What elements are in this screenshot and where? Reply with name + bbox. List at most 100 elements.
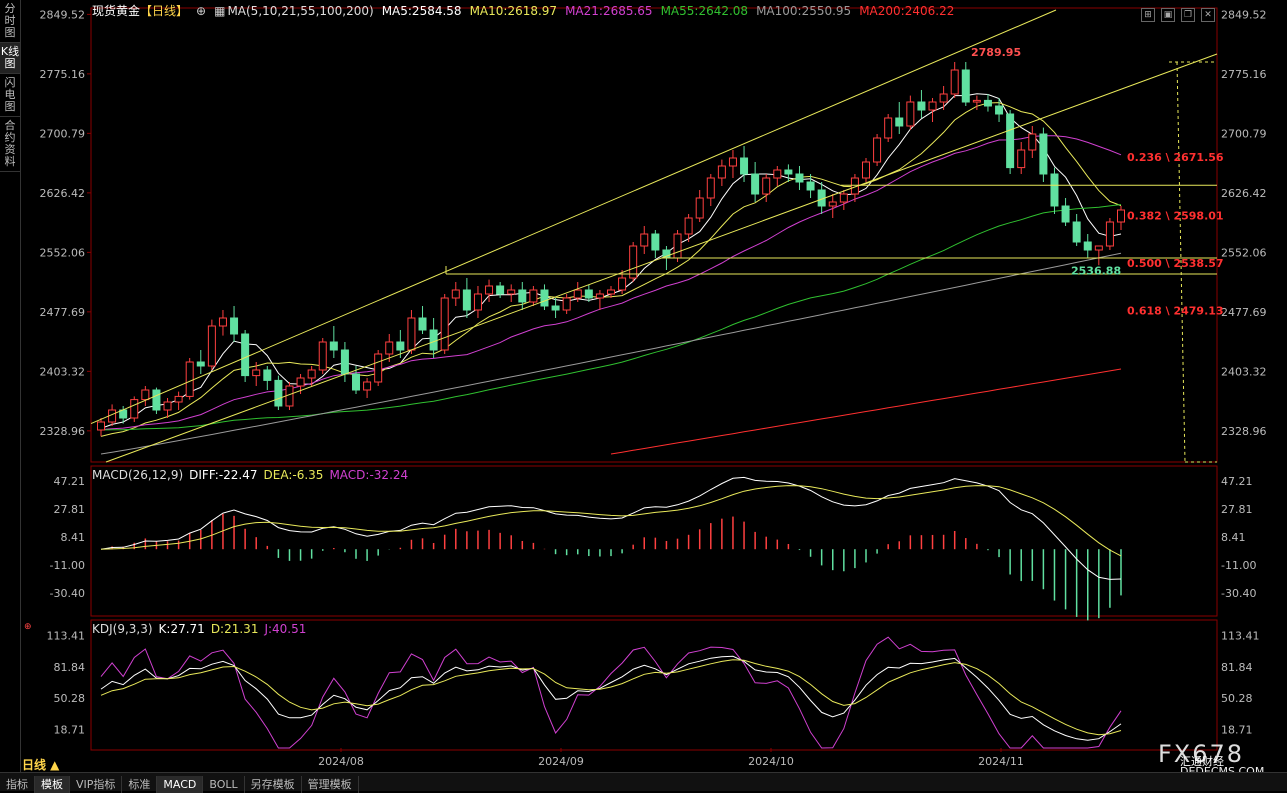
restore-icon[interactable]: ❐	[1181, 8, 1195, 22]
ma21-line	[100, 135, 1122, 431]
kdj-tick-left-1: 81.84	[54, 661, 86, 674]
candle-body-59	[751, 173, 760, 195]
window-buttons: ⊞ ▣ ❐ ✕	[1135, 2, 1215, 22]
candle-body-62	[784, 169, 793, 175]
candle-body-83	[1017, 149, 1026, 169]
candle-body-92	[1117, 209, 1125, 223]
price-tick-label-left-5: 2477.69	[40, 306, 86, 319]
price-tick-label-left-7: 2328.96	[40, 425, 86, 438]
candle-body-69	[862, 161, 870, 179]
macd-diff: DIFF:-22.47	[189, 468, 258, 482]
settings-icon[interactable]: ⊕	[196, 4, 207, 18]
candle-body-82	[1006, 113, 1015, 169]
x-label-2: 2024/10	[748, 755, 794, 768]
kdj-d-line	[100, 659, 1122, 736]
fib-label-2: 0.500 \ 2538.57	[1127, 257, 1224, 270]
candle-body-46	[607, 289, 615, 295]
bottom-tab-5[interactable]: BOLL	[203, 776, 245, 793]
kdj-settings-icon[interactable]: ⊕	[24, 622, 32, 632]
bottom-tab-3[interactable]: 标准	[122, 776, 158, 793]
main-chart[interactable]: 2849.52 2849.52 2775.16 2775.16 2700.79 2700.…	[21, 0, 1287, 772]
candle-body-49	[640, 233, 649, 247]
macd-tick-left-1: 27.81	[54, 503, 86, 516]
candle-body-14	[252, 369, 261, 377]
sidebar-tab-3[interactable]: 合约资料	[0, 117, 20, 172]
candle-body-9	[196, 361, 205, 367]
candle-body-28	[407, 317, 416, 351]
candle-body-45	[595, 293, 604, 299]
price-tick-label-left-6: 2403.32	[40, 365, 86, 378]
bottom-tab-1[interactable]: 模板	[35, 776, 70, 793]
period-selector[interactable]: 日线 ▲	[22, 758, 60, 772]
bottom-tab-4[interactable]: MACD	[157, 776, 204, 793]
candle-body-84	[1028, 133, 1037, 151]
kdj-j-line	[100, 636, 1122, 749]
macd-tick-left-3: -11.00	[50, 559, 85, 572]
kdj-tick-right-2: 50.28	[1221, 692, 1253, 705]
macd-tick-right-4: -30.40	[1221, 587, 1256, 600]
candle-body-63	[795, 173, 804, 183]
price-tick-label-right-2: 2700.79	[1221, 127, 1267, 140]
candle-body-5	[152, 389, 161, 411]
x-label-3: 2024/11	[978, 755, 1024, 768]
ma55-value: MA55:2642.08	[660, 4, 749, 18]
ma-params: MA(5,10,21,55,100,200)	[227, 4, 374, 18]
candle-body-64	[806, 181, 815, 191]
sidebar-tab-0[interactable]: 分时图	[0, 0, 20, 43]
kdj-j: J:40.51	[264, 622, 307, 636]
bottom-tab-6[interactable]: 另存模板	[245, 776, 302, 793]
ma55-line	[100, 204, 1122, 431]
candle-body-54	[695, 197, 704, 219]
sidebar-tab-1[interactable]: K线图	[0, 43, 20, 74]
bottom-tab-0[interactable]: 指标	[0, 776, 35, 793]
candle-body-18	[296, 377, 305, 387]
x-label-1: 2024/09	[538, 755, 584, 768]
candle-body-79	[972, 99, 981, 103]
candle-body-15	[263, 369, 272, 381]
kdj-d: D:21.31	[210, 622, 259, 636]
ma-toggle-icon[interactable]: ▦	[214, 4, 226, 18]
close-icon[interactable]: ✕	[1201, 8, 1215, 22]
macd-tick-left-0: 47.21	[54, 475, 86, 488]
price-tick-label-right-3: 2626.42	[1221, 187, 1267, 200]
candle-body-21	[329, 341, 338, 351]
price-tick-label-left-3: 2626.42	[40, 187, 86, 200]
price-tick-label-right-6: 2403.32	[1221, 365, 1267, 378]
macd-legend: MACD(26,12,9) DIFF:-22.47 DEA:-6.35 MACD:-3…	[92, 468, 414, 482]
candle-body-67	[839, 193, 848, 203]
candle-body-73	[906, 101, 915, 127]
price-tick-label-right-0: 2849.52	[1221, 8, 1267, 21]
price-tick-label-right-7: 2328.96	[1221, 425, 1267, 438]
candle-body-13	[241, 333, 250, 377]
layout-icon[interactable]: ▣	[1161, 8, 1175, 22]
bottom-tab-7[interactable]: 管理模板	[302, 776, 359, 793]
kdj-legend: KDJ(9,3,3) K:27.71 D:21.31 J:40.51	[92, 622, 312, 636]
candle-body-60	[762, 177, 771, 195]
high-annotation: 2789.95	[971, 46, 1021, 59]
candle-body-19	[307, 369, 316, 379]
fib-dotted-guide	[1169, 61, 1217, 463]
candle-body-23	[352, 373, 360, 391]
candle-body-53	[684, 217, 693, 235]
candle-body-72	[895, 117, 904, 127]
candle-body-35	[485, 285, 494, 295]
sidebar-tab-2[interactable]: 闪电图	[0, 74, 20, 117]
candle-body-58	[740, 157, 749, 175]
candle-body-41	[551, 305, 560, 311]
candle-body-34	[473, 293, 482, 311]
candle-body-0	[97, 421, 105, 431]
candle-body-24	[363, 381, 372, 391]
candle-body-26	[385, 341, 394, 355]
ma21-value: MA21:2685.65	[565, 4, 653, 18]
grid-icon[interactable]: ⊞	[1141, 8, 1155, 22]
candle-body-11	[218, 317, 227, 327]
candle-body-85	[1039, 133, 1048, 175]
price-tick-label-left-1: 2775.16	[40, 68, 86, 81]
kdj-tick-left-3: 18.71	[54, 723, 86, 736]
bottom-tab-2[interactable]: VIP指标	[70, 776, 123, 793]
candle-body-42	[562, 297, 571, 311]
macd-diff-line	[100, 476, 1122, 580]
ma200-line	[610, 368, 1122, 455]
candle-body-86	[1050, 173, 1059, 207]
channel-upper-line	[90, 9, 1057, 425]
